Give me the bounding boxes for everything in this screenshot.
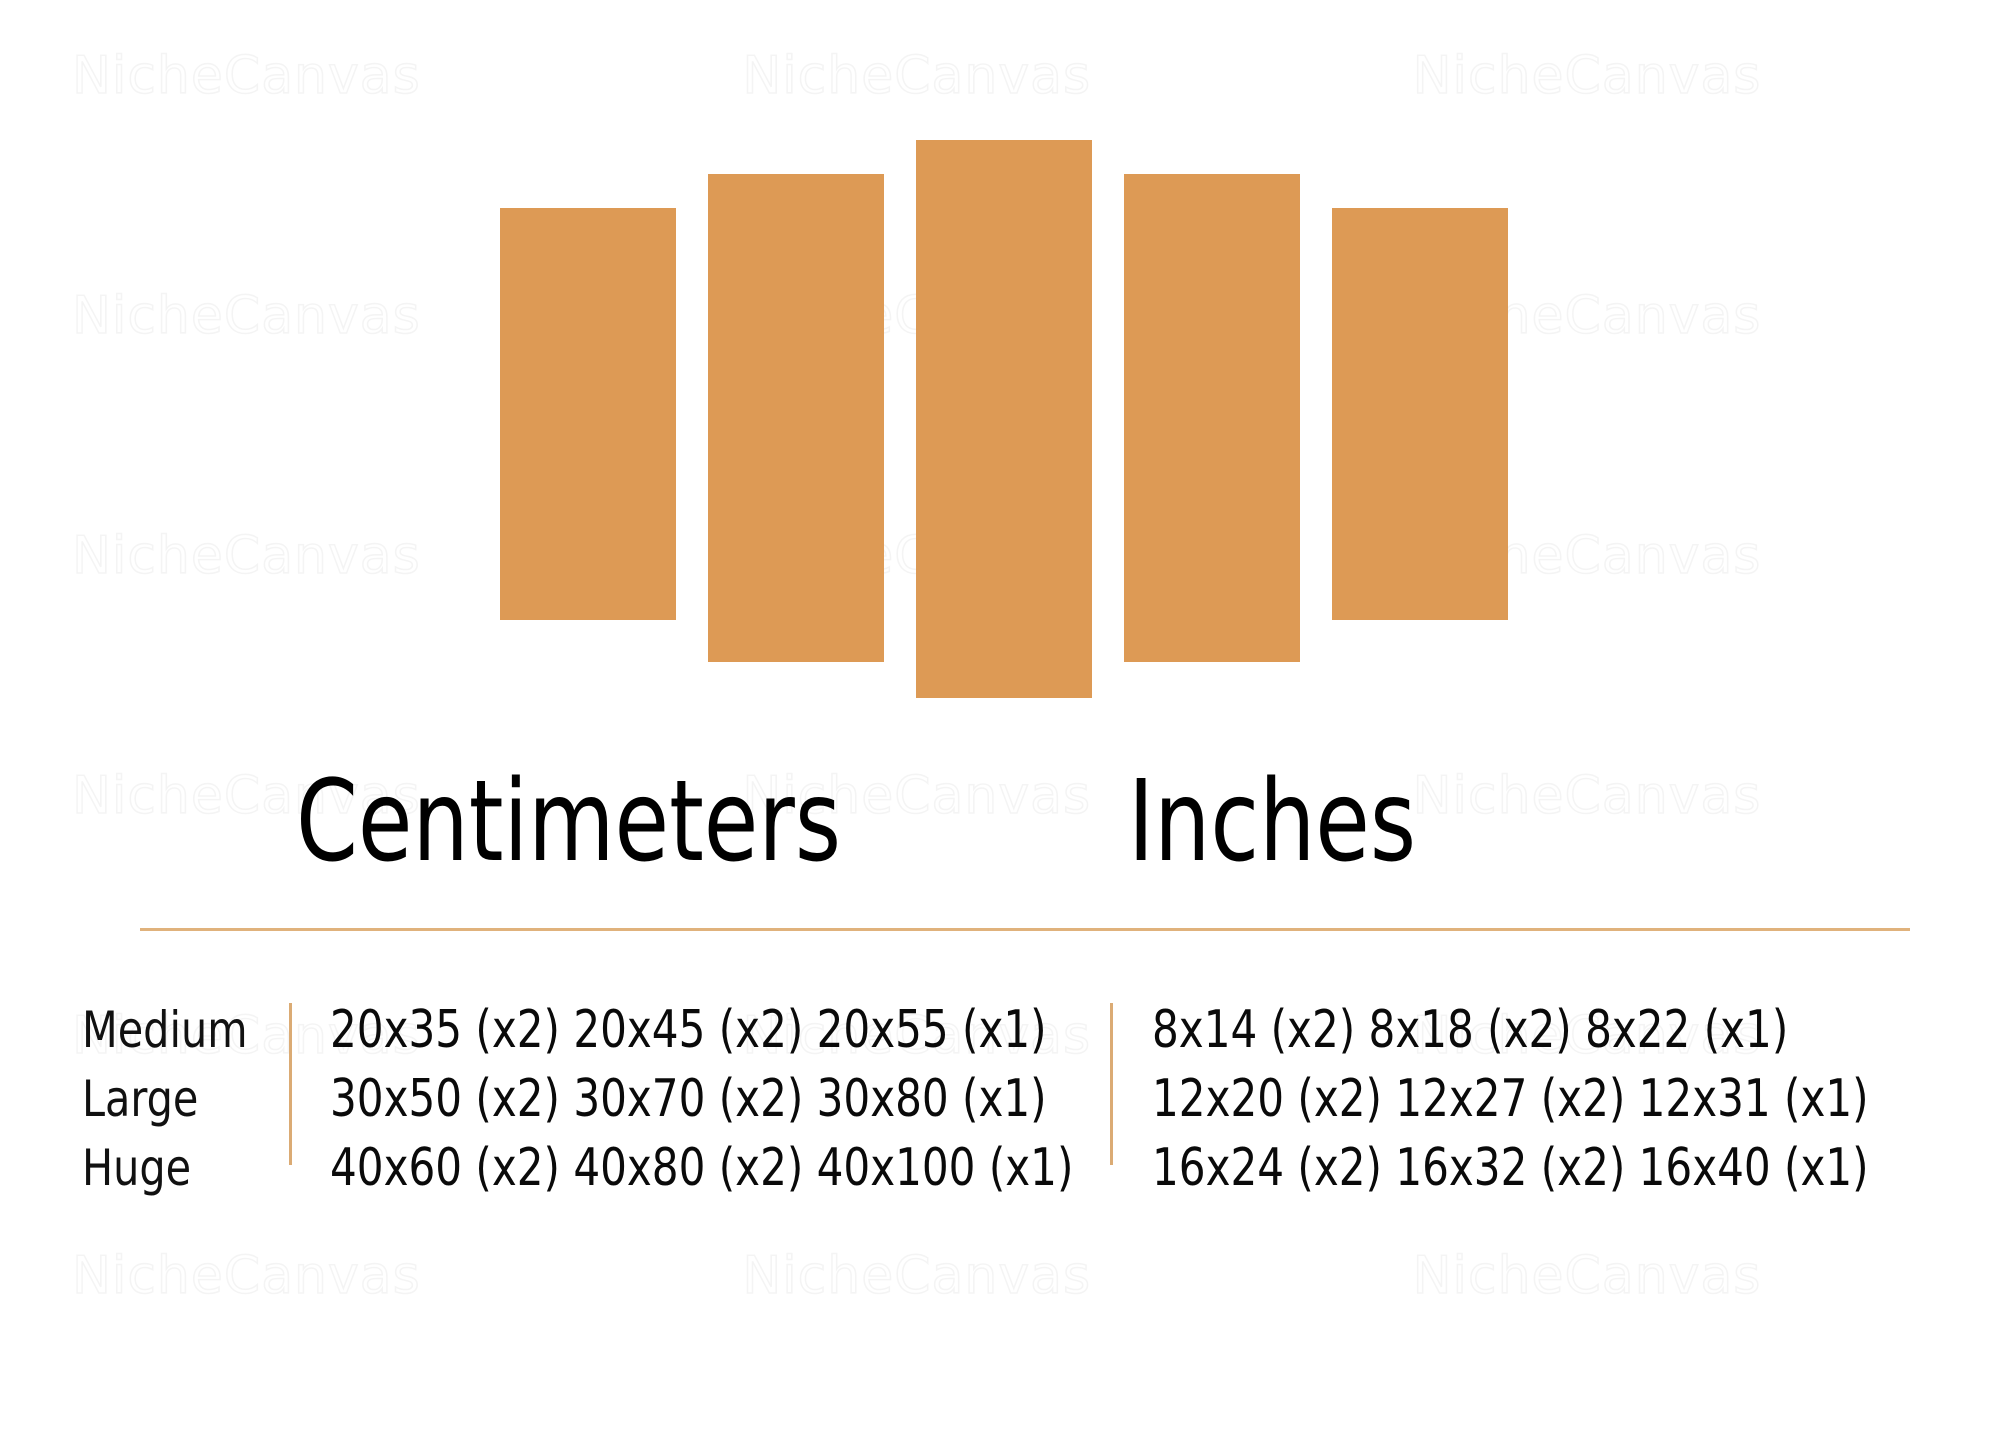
- column-rule-left: [289, 1003, 292, 1165]
- size-cell-centimeters: 40x60 (x2) 40x80 (x2) 40x100 (x1): [330, 1138, 1074, 1198]
- size-cell-inches: 12x20 (x2) 12x27 (x2) 12x31 (x1): [1152, 1069, 1869, 1129]
- unit-heading-row: Centimeters Inches: [0, 762, 2011, 892]
- size-row-label: Medium: [82, 1001, 248, 1059]
- panel-right-inner: [1124, 174, 1300, 662]
- heading-centimeters: Centimeters: [296, 757, 842, 887]
- panel-left-inner: [708, 174, 884, 662]
- size-row-label: Huge: [82, 1139, 192, 1197]
- table-row: Large 30x50 (x2) 30x70 (x2) 30x80 (x1) 1…: [0, 1069, 2011, 1138]
- table-row: Huge 40x60 (x2) 40x80 (x2) 40x100 (x1) 1…: [0, 1138, 2011, 1207]
- size-table: Medium 20x35 (x2) 20x45 (x2) 20x55 (x1) …: [0, 1000, 2011, 1207]
- horizontal-divider: [140, 928, 1910, 931]
- table-row: Medium 20x35 (x2) 20x45 (x2) 20x55 (x1) …: [0, 1000, 2011, 1069]
- panel-left-outer: [500, 208, 676, 620]
- heading-inches: Inches: [1128, 757, 1417, 887]
- size-cell-centimeters: 30x50 (x2) 30x70 (x2) 30x80 (x1): [330, 1069, 1047, 1129]
- size-cell-inches: 8x14 (x2) 8x18 (x2) 8x22 (x1): [1152, 1000, 1789, 1060]
- size-row-label: Large: [82, 1070, 199, 1128]
- column-rule-right: [1110, 1003, 1113, 1165]
- size-cell-centimeters: 20x35 (x2) 20x45 (x2) 20x55 (x1): [330, 1000, 1047, 1060]
- panel-right-outer: [1332, 208, 1508, 620]
- panel-center: [916, 140, 1092, 698]
- size-cell-inches: 16x24 (x2) 16x32 (x2) 16x40 (x1): [1152, 1138, 1869, 1198]
